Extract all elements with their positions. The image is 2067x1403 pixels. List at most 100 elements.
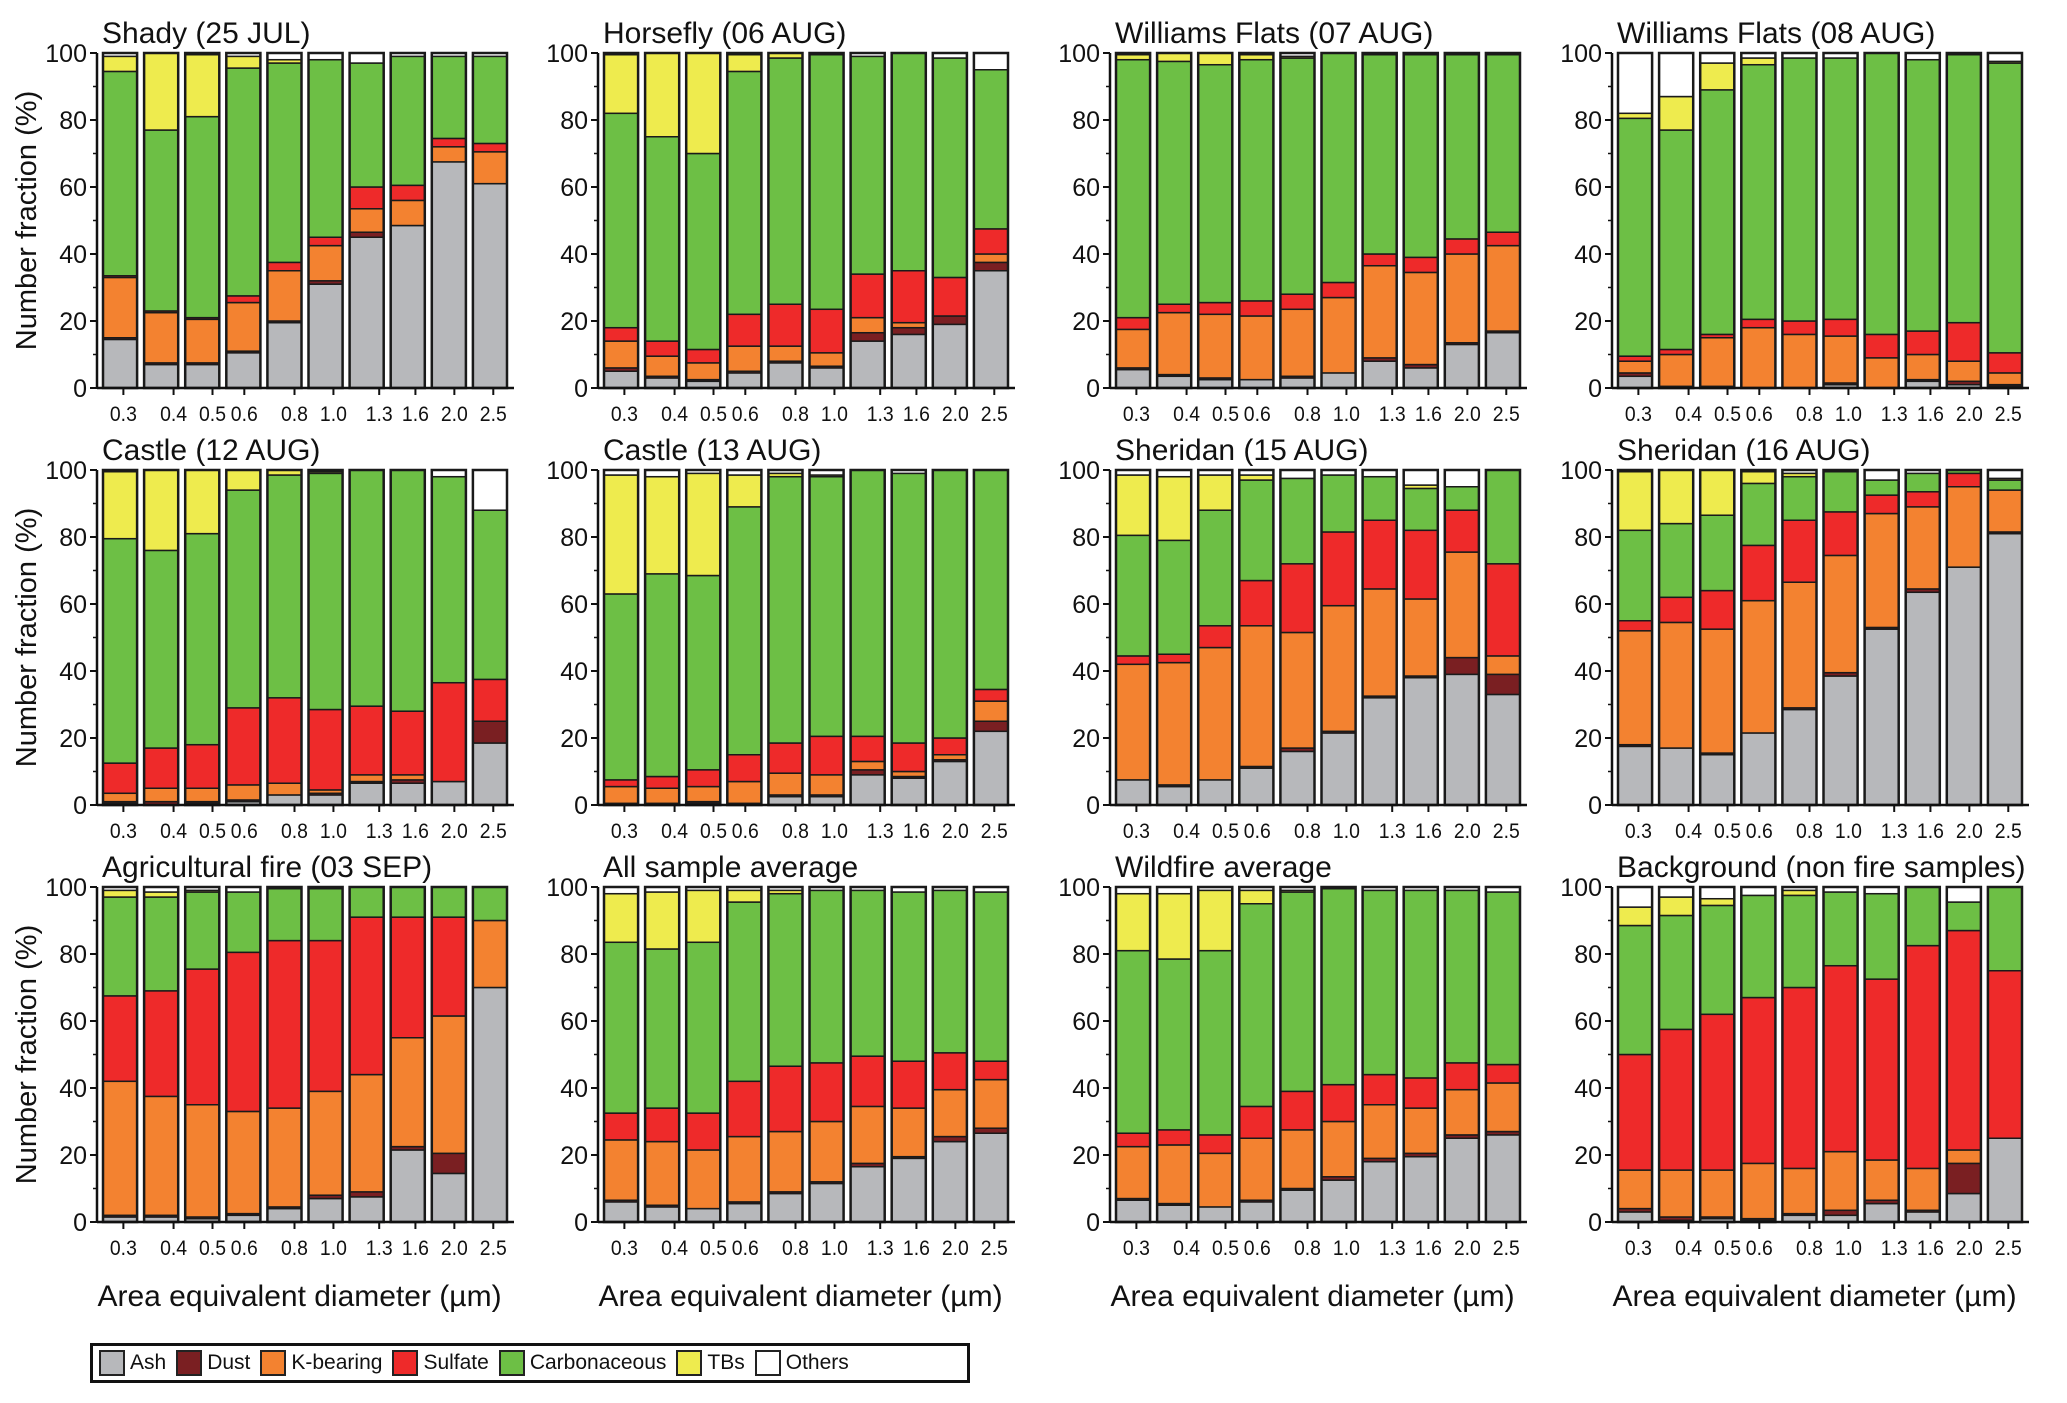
legend-item: Dust	[176, 1350, 250, 1376]
bar-segment-sulfate	[431, 137, 467, 148]
bar-segment-carbonaceous	[1987, 62, 2023, 354]
bar-segment-carbonaceous	[1156, 958, 1192, 1131]
bar-segment-tbs	[1197, 889, 1234, 952]
x-tick-label: 0.4	[661, 1237, 688, 1260]
panel-title: Williams Flats (07 AUG)	[1115, 17, 1433, 50]
stacked-bar	[602, 885, 640, 1224]
stacked-bar	[849, 885, 886, 1224]
bar-segment-sulfate	[184, 743, 221, 790]
x-tick-label: 0.3	[1123, 820, 1150, 843]
bar-segment-sulfate	[1904, 491, 1941, 508]
stacked-bar	[1238, 51, 1275, 390]
bar-segment-dust	[932, 1135, 968, 1143]
y-tick-label: 20	[1072, 725, 1100, 753]
stacked-bar	[1279, 468, 1316, 807]
bar-segment-carbonaceous	[102, 537, 138, 764]
bar-segment-k-bearing	[348, 774, 385, 783]
bar-segment-carbonaceous	[1863, 52, 1900, 336]
x-tick-label: 2.5	[1995, 403, 2022, 426]
bar-segment-dust	[890, 326, 927, 336]
stacked-bar	[1904, 468, 1942, 807]
bar-segment-k-bearing	[1822, 1150, 1859, 1212]
bar-segment-sulfate	[1485, 563, 1521, 657]
bar-segment-ash	[1485, 693, 1521, 806]
bar-segment-others	[348, 52, 385, 64]
bar-segment-k-bearing	[1320, 296, 1357, 374]
bar-segment-k-bearing	[472, 151, 508, 185]
bar-segment-sulfate	[890, 1060, 927, 1109]
y-tick-label: 80	[1574, 524, 1602, 552]
stacked-bar	[1196, 885, 1234, 1224]
bar-segment-ash	[973, 730, 1009, 806]
stacked-bar	[643, 468, 681, 807]
bar-segment-others	[1402, 469, 1439, 486]
stacked-bar	[1781, 885, 1818, 1224]
y-tick-label: 100	[546, 40, 588, 68]
x-tick-label: 2.0	[441, 820, 468, 843]
bar-segment-sulfate	[1402, 529, 1439, 600]
x-tick-label: 0.8	[1796, 1237, 1823, 1260]
y-tick-label: 100	[1058, 457, 1100, 485]
bar-segment-k-bearing	[1238, 1137, 1275, 1201]
stacked-bar	[1986, 885, 2024, 1224]
y-tick-label: 0	[574, 375, 588, 403]
stacked-bar	[643, 885, 681, 1224]
bar-segment-carbonaceous	[932, 469, 968, 739]
stacked-bar	[1279, 51, 1316, 390]
x-tick-label: 0.3	[110, 820, 137, 843]
bar-segment-dust	[1485, 673, 1521, 696]
bar-segment-sulfate	[1279, 293, 1316, 311]
y-tick-label: 100	[1560, 457, 1602, 485]
x-tick-label: 1.0	[821, 820, 848, 843]
stacked-bar	[1484, 468, 1522, 807]
bar-segment-carbonaceous	[1617, 117, 1653, 357]
bar-segment-ash	[1822, 675, 1859, 806]
x-tick-label: 2.0	[1454, 403, 1481, 426]
bar-segment-k-bearing	[1946, 360, 1982, 383]
bar-segment-k-bearing	[1822, 554, 1859, 674]
bar-segment-carbonaceous	[1699, 904, 1736, 1016]
bar-segment-sulfate	[1946, 472, 1982, 488]
y-tick-label: 60	[1574, 1008, 1602, 1036]
x-tick-label: 1.0	[1333, 820, 1360, 843]
bar-segment-tbs	[143, 469, 179, 552]
bar-segment-tbs	[603, 53, 639, 115]
x-tick-label: 0.4	[160, 403, 187, 426]
bar-segment-tbs	[1699, 62, 1736, 91]
stacked-bar	[266, 468, 303, 807]
bar-segment-carbonaceous	[1156, 539, 1192, 655]
bar-segment-tbs	[1156, 475, 1192, 542]
legend-label: Dust	[207, 1351, 251, 1374]
x-tick-label: 0.8	[1294, 820, 1321, 843]
x-tick-label: 0.8	[1294, 1237, 1321, 1260]
bar-segment-carbonaceous	[1361, 889, 1398, 1076]
bar-segment-carbonaceous	[1740, 63, 1777, 321]
x-tick-label: 0.5	[199, 820, 226, 843]
stacked-bar	[1279, 885, 1316, 1224]
bar-segment-tbs	[1658, 95, 1694, 131]
bar-segment-k-bearing	[1740, 1162, 1777, 1220]
stacked-bar	[225, 885, 262, 1224]
bar-segment-sulfate	[472, 142, 508, 153]
bar-segment-sulfate	[1361, 519, 1398, 590]
bar-segment-tbs	[102, 55, 138, 73]
x-tick-label: 2.5	[981, 403, 1008, 426]
stacked-bar	[972, 468, 1010, 807]
bar-segment-ash	[808, 367, 845, 389]
bar-segment-ash	[389, 224, 426, 389]
x-tick-label: 1.3	[366, 820, 393, 843]
bar-segment-k-bearing	[307, 1090, 344, 1196]
bar-segment-ash	[932, 760, 968, 806]
bar-segment-carbonaceous	[1156, 60, 1192, 305]
bar-segment-carbonaceous	[184, 891, 221, 970]
bar-segment-ash	[1279, 377, 1316, 389]
bar-segment-k-bearing	[1279, 308, 1316, 378]
stacked-bar	[1443, 51, 1481, 390]
bar-segment-sulfate	[973, 228, 1009, 255]
bar-segment-tbs	[603, 474, 639, 595]
stacked-bar	[1443, 885, 1481, 1224]
y-tick-label: 0	[574, 792, 588, 820]
y-tick-label: 40	[59, 658, 87, 686]
bar-segment-k-bearing	[808, 774, 845, 796]
bar-segment-ash	[1444, 673, 1480, 806]
